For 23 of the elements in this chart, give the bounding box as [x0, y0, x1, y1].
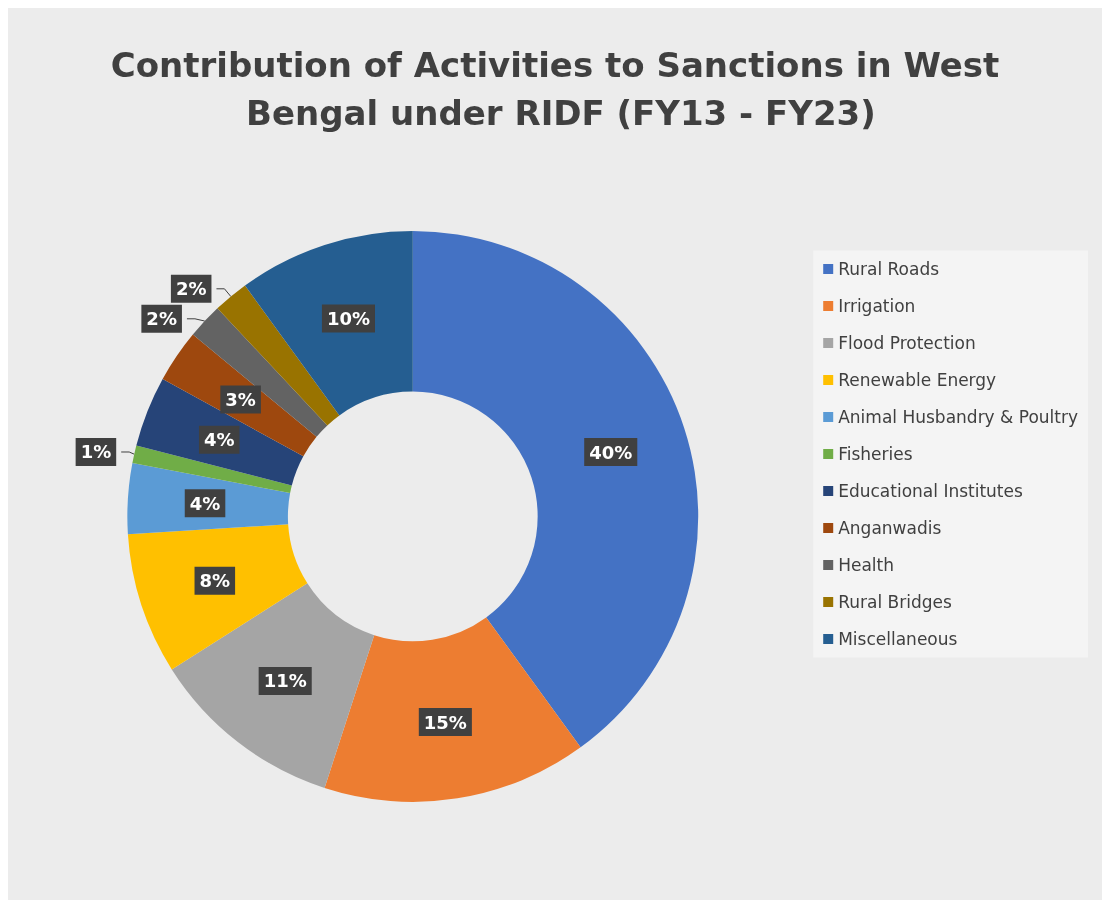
- legend-label: Rural Bridges: [838, 592, 952, 612]
- legend-label: Animal Husbandry & Poultry: [838, 407, 1078, 427]
- legend-label: Miscellaneous: [838, 629, 958, 649]
- data-label: 1%: [80, 441, 112, 463]
- data-label: 11%: [263, 670, 307, 692]
- data-label: 2%: [146, 308, 177, 330]
- data-label: 3%: [225, 388, 256, 410]
- legend-label: Irrigation: [838, 296, 916, 316]
- legend-label: Flood Protection: [838, 333, 976, 353]
- legend-label: Fisheries: [838, 444, 913, 464]
- legend-label: Educational Institutes: [838, 481, 1023, 501]
- legend-label: Rural Roads: [838, 259, 940, 279]
- data-label: 4%: [189, 492, 221, 514]
- legend-label: Renewable Energy: [838, 370, 997, 390]
- legend-label: Anganwadis: [838, 518, 942, 538]
- data-label: 40%: [589, 441, 633, 463]
- legend-label: Health: [838, 555, 895, 575]
- data-label: 8%: [199, 570, 231, 592]
- data-label: 10%: [326, 307, 370, 329]
- data-label: 2%: [175, 278, 207, 300]
- data-label: 4%: [203, 429, 235, 451]
- data-label: 15%: [423, 711, 467, 733]
- chart-title: Contribution of Activities to Sanctions in West Bengal under RIDF (FY13 - FY23): [110, 45, 1000, 133]
